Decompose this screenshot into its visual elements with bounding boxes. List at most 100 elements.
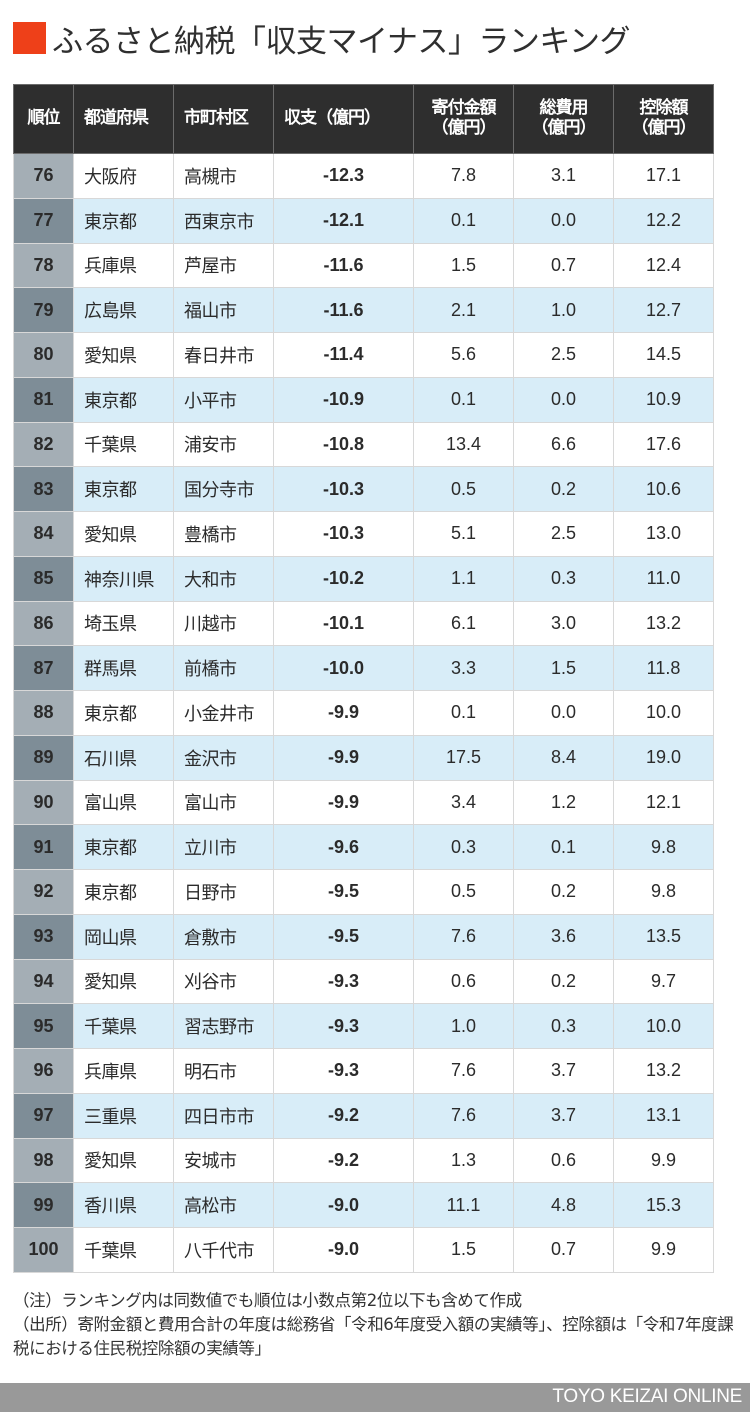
deduction-cell: 10.9: [613, 376, 714, 423]
net-cell: -9.0: [273, 1182, 414, 1228]
municipality-cell: 芦屋市: [173, 242, 274, 289]
prefecture-cell: 三重県: [73, 1092, 174, 1139]
source-text: （出所）寄附金額と費用合計の年度は総務省「令和6年度受入額の実績等」、控除額は「…: [13, 1315, 734, 1358]
table-row: 89 石川県 金沢市 -9.9 17.5 8.4 19.0: [13, 734, 714, 781]
municipality-cell: 浦安市: [173, 421, 274, 468]
net-cell: -10.8: [273, 421, 414, 468]
rank-cell: 91: [13, 824, 74, 870]
prefecture-cell: 千葉県: [73, 1227, 174, 1273]
prefecture-cell: 神奈川県: [73, 555, 174, 602]
prefecture-cell: 大阪府: [73, 153, 174, 199]
rank-cell: 89: [13, 734, 74, 781]
rank-cell: 100: [13, 1227, 74, 1273]
table-header-row: 順位 都道府県 市町村区 収支（億円） 寄付金額 （億円） 総費用 （億円） 控…: [13, 84, 714, 154]
net-cell: -9.2: [273, 1092, 414, 1139]
table-row: 85 神奈川県 大和市 -10.2 1.1 0.3 11.0: [13, 555, 714, 602]
deduction-cell: 15.3: [613, 1182, 714, 1228]
footer-brand-logo: TOYO KEIZAI ONLINE: [552, 1386, 742, 1407]
municipality-cell: 春日井市: [173, 332, 274, 378]
table-row: 92 東京都 日野市 -9.5 0.5 0.2 9.8: [13, 869, 714, 915]
prefecture-cell: 香川県: [73, 1182, 174, 1228]
net-cell: -11.4: [273, 332, 414, 378]
rank-cell: 80: [13, 332, 74, 378]
table-row: 94 愛知県 刈谷市 -9.3 0.6 0.2 9.7: [13, 958, 714, 1005]
costs-cell: 0.3: [513, 1003, 614, 1049]
municipality-cell: 国分寺市: [173, 466, 274, 512]
costs-cell: 3.0: [513, 600, 614, 647]
costs-cell: 0.6: [513, 1137, 614, 1184]
deduction-cell: 13.1: [613, 1092, 714, 1139]
header-rank: 順位: [13, 84, 74, 154]
municipality-cell: 富山市: [173, 779, 274, 826]
rank-cell: 90: [13, 779, 74, 826]
header-donations-line2: （億円）: [431, 118, 497, 138]
rank-cell: 88: [13, 690, 74, 736]
municipality-cell: 豊橋市: [173, 511, 274, 557]
header-deduction: 控除額 （億円）: [613, 84, 714, 154]
municipality-cell: 大和市: [173, 555, 274, 602]
deduction-cell: 10.0: [613, 690, 714, 736]
table-row: 99 香川県 高松市 -9.0 11.1 4.8 15.3: [13, 1182, 714, 1228]
table-row: 95 千葉県 習志野市 -9.3 1.0 0.3 10.0: [13, 1003, 714, 1049]
prefecture-cell: 東京都: [73, 376, 174, 423]
donations-cell: 7.6: [413, 913, 514, 960]
header-municipality: 市町村区: [173, 84, 274, 154]
donations-cell: 0.1: [413, 197, 514, 244]
rank-cell: 86: [13, 600, 74, 647]
donations-cell: 1.5: [413, 242, 514, 289]
net-cell: -9.9: [273, 734, 414, 781]
donations-cell: 13.4: [413, 421, 514, 468]
deduction-cell: 17.6: [613, 421, 714, 468]
prefecture-cell: 愛知県: [73, 332, 174, 378]
donations-cell: 0.1: [413, 690, 514, 736]
donations-cell: 0.1: [413, 376, 514, 423]
donations-cell: 17.5: [413, 734, 514, 781]
table-row: 79 広島県 福山市 -11.6 2.1 1.0 12.7: [13, 287, 714, 333]
municipality-cell: 小金井市: [173, 690, 274, 736]
net-cell: -11.6: [273, 287, 414, 333]
net-cell: -10.9: [273, 376, 414, 423]
table-row: 96 兵庫県 明石市 -9.3 7.6 3.7 13.2: [13, 1048, 714, 1094]
table-row: 86 埼玉県 川越市 -10.1 6.1 3.0 13.2: [13, 600, 714, 647]
table-row: 98 愛知県 安城市 -9.2 1.3 0.6 9.9: [13, 1137, 714, 1184]
rank-cell: 94: [13, 958, 74, 1005]
costs-cell: 0.0: [513, 376, 614, 423]
rank-cell: 79: [13, 287, 74, 333]
rank-cell: 98: [13, 1137, 74, 1184]
rank-cell: 81: [13, 376, 74, 423]
rank-cell: 78: [13, 242, 74, 289]
deduction-cell: 12.2: [613, 197, 714, 244]
table-row: 84 愛知県 豊橋市 -10.3 5.1 2.5 13.0: [13, 511, 714, 557]
costs-cell: 3.7: [513, 1092, 614, 1139]
rank-cell: 83: [13, 466, 74, 512]
deduction-cell: 19.0: [613, 734, 714, 781]
municipality-cell: 明石市: [173, 1048, 274, 1094]
rank-cell: 85: [13, 555, 74, 602]
deduction-cell: 13.2: [613, 600, 714, 647]
deduction-cell: 10.0: [613, 1003, 714, 1049]
costs-cell: 0.3: [513, 555, 614, 602]
donations-cell: 7.6: [413, 1048, 514, 1094]
deduction-cell: 9.8: [613, 869, 714, 915]
header-costs-line2: （億円）: [531, 118, 597, 138]
donations-cell: 0.6: [413, 958, 514, 1005]
deduction-cell: 9.9: [613, 1227, 714, 1273]
costs-cell: 3.1: [513, 153, 614, 199]
prefecture-cell: 群馬県: [73, 645, 174, 691]
deduction-cell: 9.7: [613, 958, 714, 1005]
prefecture-cell: 広島県: [73, 287, 174, 333]
deduction-cell: 9.8: [613, 824, 714, 870]
rank-cell: 95: [13, 1003, 74, 1049]
rank-cell: 99: [13, 1182, 74, 1228]
donations-cell: 1.3: [413, 1137, 514, 1184]
municipality-cell: 高槻市: [173, 153, 274, 199]
net-cell: -9.9: [273, 690, 414, 736]
municipality-cell: 八千代市: [173, 1227, 274, 1273]
net-cell: -9.3: [273, 1003, 414, 1049]
table-row: 78 兵庫県 芦屋市 -11.6 1.5 0.7 12.4: [13, 242, 714, 289]
table-row: 87 群馬県 前橋市 -10.0 3.3 1.5 11.8: [13, 645, 714, 691]
net-cell: -10.2: [273, 555, 414, 602]
prefecture-cell: 石川県: [73, 734, 174, 781]
prefecture-cell: 愛知県: [73, 958, 174, 1005]
costs-cell: 0.0: [513, 690, 614, 736]
